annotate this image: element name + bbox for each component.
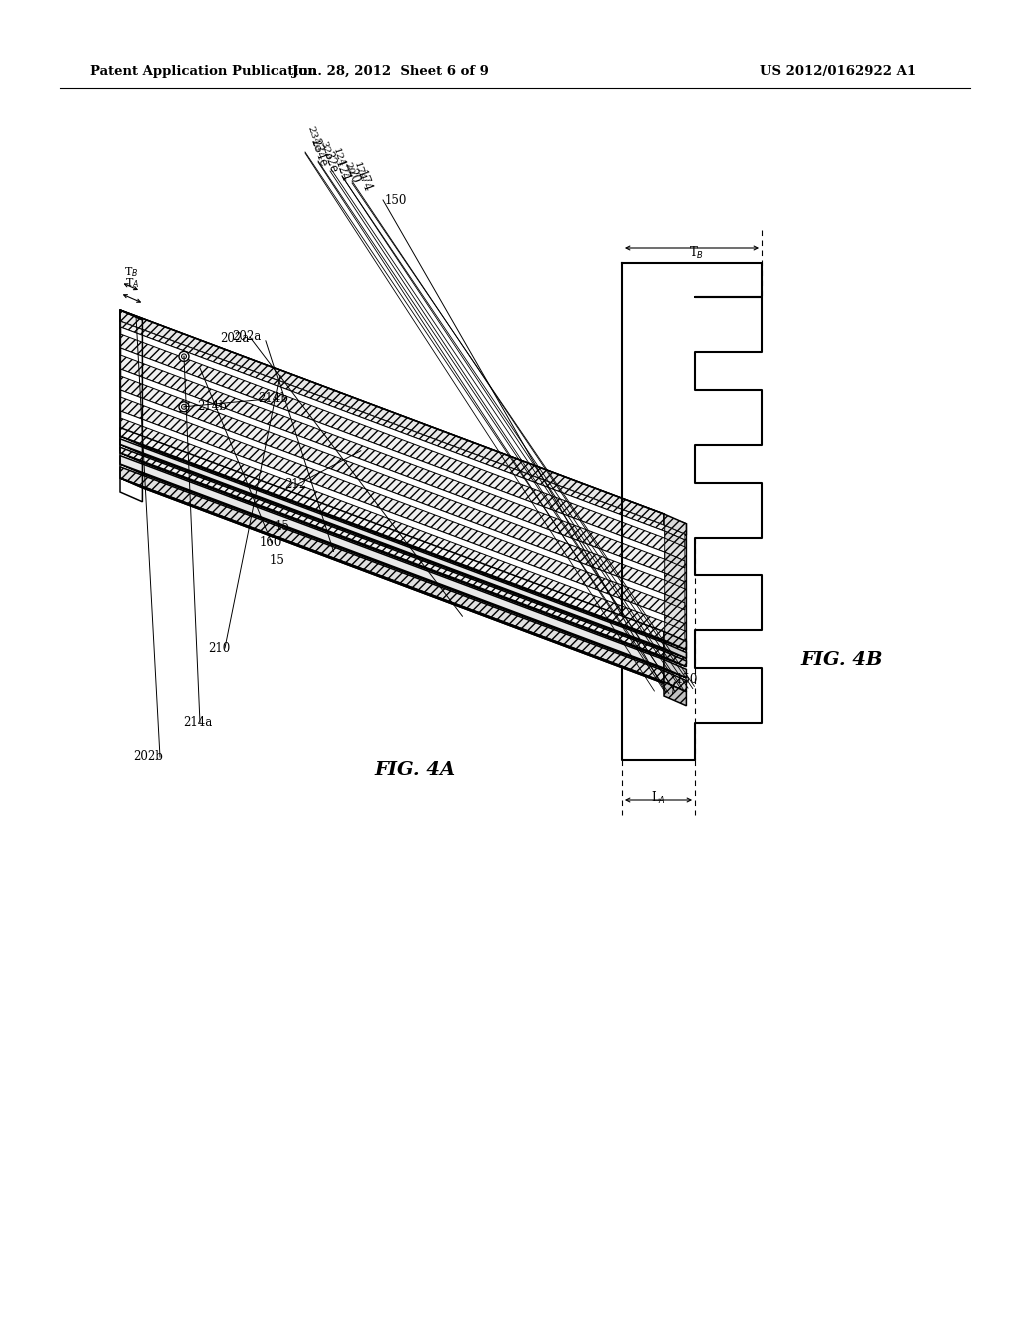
Circle shape — [181, 404, 186, 409]
Polygon shape — [120, 478, 686, 692]
Polygon shape — [121, 348, 685, 561]
Polygon shape — [120, 465, 686, 677]
Polygon shape — [120, 438, 664, 648]
Text: 32e: 32e — [319, 149, 340, 174]
Polygon shape — [665, 573, 685, 589]
Polygon shape — [121, 391, 665, 601]
Text: L$_A$: L$_A$ — [651, 789, 666, 807]
Text: 202b: 202b — [133, 751, 163, 763]
Text: 15: 15 — [275, 520, 290, 533]
Text: T$_A$: T$_A$ — [125, 277, 139, 290]
Polygon shape — [664, 631, 686, 649]
Polygon shape — [120, 321, 664, 533]
Polygon shape — [120, 467, 664, 682]
Polygon shape — [664, 651, 686, 667]
Polygon shape — [120, 453, 686, 667]
Polygon shape — [664, 513, 686, 535]
Text: 150: 150 — [676, 673, 697, 685]
Polygon shape — [664, 643, 686, 659]
Text: 214b: 214b — [258, 392, 288, 405]
Text: 210: 210 — [208, 642, 230, 655]
Polygon shape — [665, 594, 685, 610]
Text: Patent Application Publication: Patent Application Publication — [90, 66, 316, 78]
Text: 202a: 202a — [232, 330, 261, 343]
Polygon shape — [664, 682, 686, 706]
Polygon shape — [120, 310, 664, 525]
Text: 20: 20 — [342, 161, 354, 176]
Polygon shape — [121, 391, 685, 603]
Polygon shape — [121, 411, 685, 624]
Polygon shape — [120, 321, 686, 535]
Text: T$_B$: T$_B$ — [124, 265, 138, 279]
Circle shape — [179, 351, 189, 362]
Text: 32e: 32e — [318, 140, 333, 161]
Polygon shape — [664, 660, 686, 677]
Polygon shape — [121, 370, 685, 582]
Polygon shape — [121, 327, 685, 540]
Polygon shape — [142, 319, 686, 664]
Text: US 2012/0162922 A1: US 2012/0162922 A1 — [760, 66, 916, 78]
Polygon shape — [120, 445, 686, 659]
Text: 20: 20 — [344, 166, 361, 185]
Polygon shape — [120, 310, 664, 653]
Polygon shape — [120, 428, 664, 640]
Polygon shape — [120, 436, 686, 649]
Polygon shape — [665, 525, 685, 640]
Polygon shape — [121, 370, 665, 581]
Polygon shape — [120, 455, 664, 668]
Polygon shape — [665, 531, 685, 546]
Polygon shape — [120, 447, 664, 657]
Polygon shape — [664, 671, 686, 692]
Text: 212: 212 — [284, 479, 306, 491]
Polygon shape — [121, 322, 665, 632]
Text: 160: 160 — [260, 536, 283, 549]
Text: 124: 124 — [332, 158, 352, 183]
Text: 124: 124 — [331, 148, 346, 169]
Text: 150: 150 — [385, 194, 408, 206]
Polygon shape — [121, 327, 665, 539]
Text: 234e: 234e — [305, 124, 322, 152]
Text: 214a: 214a — [183, 717, 212, 730]
Text: 15: 15 — [270, 553, 285, 566]
Polygon shape — [121, 348, 665, 560]
Polygon shape — [665, 552, 685, 568]
Polygon shape — [665, 615, 685, 631]
Text: 202a: 202a — [220, 331, 249, 345]
Text: 234e: 234e — [307, 137, 330, 169]
Text: 174: 174 — [352, 161, 367, 183]
Text: Jun. 28, 2012  Sheet 6 of 9: Jun. 28, 2012 Sheet 6 of 9 — [292, 66, 488, 78]
Text: FIG. 4B: FIG. 4B — [800, 651, 883, 669]
Text: 214b: 214b — [197, 400, 226, 413]
Polygon shape — [120, 478, 686, 692]
Circle shape — [181, 354, 186, 359]
Text: T$_B$: T$_B$ — [689, 246, 705, 261]
Circle shape — [179, 401, 189, 412]
Text: 174: 174 — [354, 168, 374, 194]
Text: FIG. 4A: FIG. 4A — [375, 762, 456, 779]
Polygon shape — [121, 411, 665, 622]
